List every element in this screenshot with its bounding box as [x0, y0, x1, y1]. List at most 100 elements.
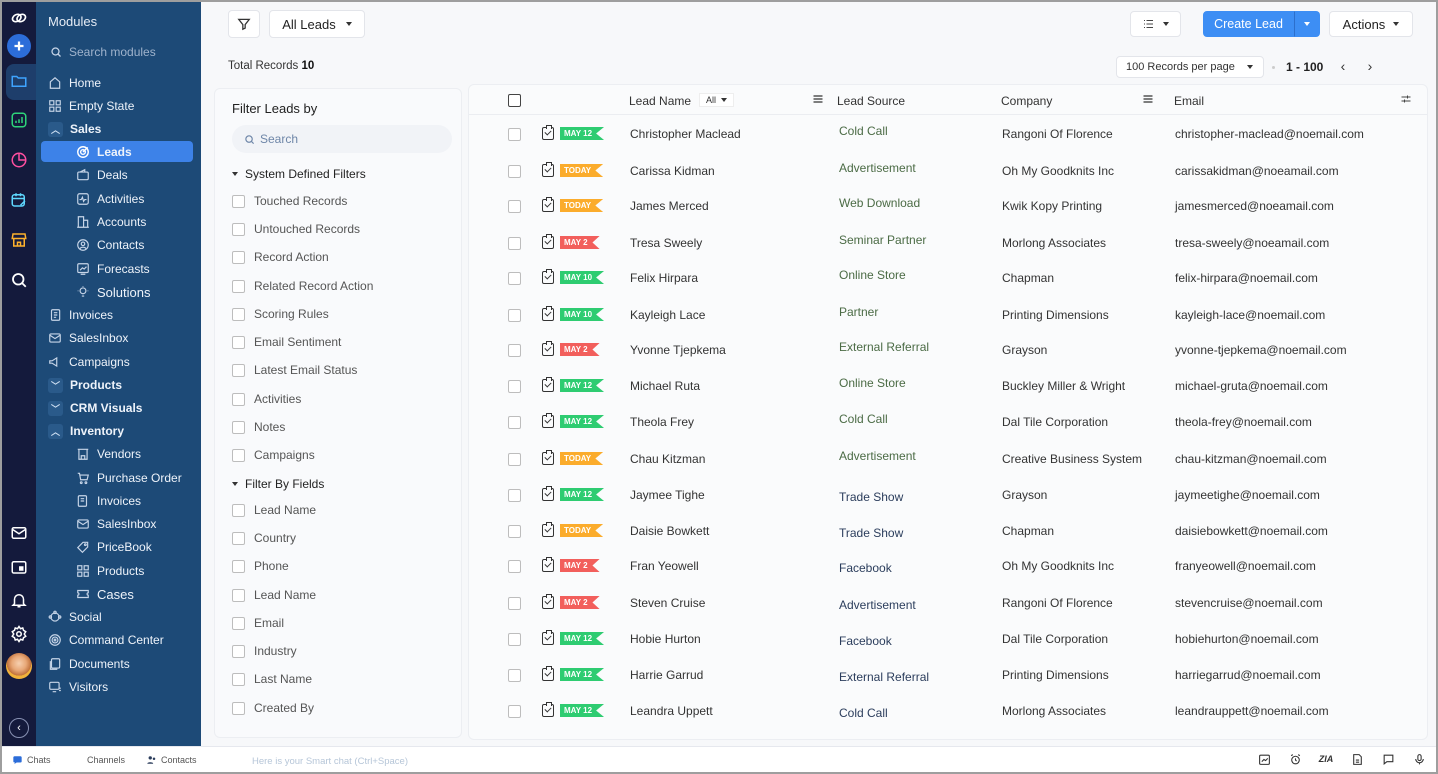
sidebar-item-documents[interactable]: Documents	[48, 654, 130, 674]
contacts-tab[interactable]: Contacts	[146, 755, 197, 765]
filter-latest-email-status[interactable]: Latest Email Status	[232, 363, 357, 377]
sidebar-item-vendors[interactable]: Vendors	[76, 444, 141, 464]
lead-name-link[interactable]: Chau Kitzman	[630, 452, 706, 466]
table-row[interactable]: TODAY James Merced Web Download Kwik Kopy P…	[469, 189, 1427, 225]
row-checkbox[interactable]	[508, 309, 521, 322]
column-lead-source[interactable]: Lead Source	[837, 94, 906, 108]
email-cell[interactable]: theola-frey@noemail.com	[1175, 415, 1312, 429]
filter-field-country[interactable]: Country	[232, 531, 296, 545]
chats-tab[interactable]: Chats	[12, 755, 51, 765]
task-clipboard-icon[interactable]	[542, 413, 554, 428]
task-clipboard-icon[interactable]	[542, 630, 554, 645]
filter-activities[interactable]: Activities	[232, 392, 301, 406]
filter-touched-records[interactable]: Touched Records	[232, 194, 347, 208]
filter-field-email[interactable]: Email	[232, 616, 284, 630]
pie-chart-icon[interactable]	[7, 148, 31, 172]
checkbox[interactable]	[232, 222, 245, 236]
row-checkbox[interactable]	[508, 200, 521, 213]
lead-name-link[interactable]: Daisie Bowkett	[630, 524, 710, 538]
column-lead-name[interactable]: Lead Name	[629, 94, 692, 108]
lead-name-link[interactable]: Hobie Hurton	[630, 632, 701, 646]
column-email[interactable]: Email	[1174, 94, 1205, 108]
filter-field-last-name[interactable]: Last Name	[232, 672, 312, 686]
column-menu-icon[interactable]	[812, 93, 824, 105]
filter-scoring-rules[interactable]: Scoring Rules	[232, 307, 329, 321]
sidebar-item-pricebook[interactable]: PriceBook	[76, 537, 152, 557]
row-checkbox[interactable]	[508, 165, 521, 178]
sidebar-group-inventory[interactable]: ︿ Inventory	[48, 421, 124, 441]
task-clipboard-icon[interactable]	[542, 306, 554, 321]
sidebar-item-solutions[interactable]: Solutions	[76, 282, 150, 302]
create-lead-button[interactable]: Create Lead	[1203, 11, 1294, 37]
plus-icon[interactable]	[7, 34, 31, 58]
checkbox[interactable]	[232, 363, 245, 377]
email-cell[interactable]: christopher-maclead@noemail.com	[1175, 127, 1364, 141]
table-row[interactable]: MAY 10 Kayleigh Lace Partner Printing Dimen…	[469, 298, 1427, 334]
previous-page-button[interactable]: ‹	[1340, 58, 1346, 74]
bell-icon[interactable]	[7, 588, 31, 612]
checkbox[interactable]	[232, 559, 245, 573]
row-checkbox[interactable]	[508, 489, 521, 502]
note-icon[interactable]	[1350, 752, 1364, 766]
email-cell[interactable]: stevencruise@noemail.com	[1175, 596, 1323, 610]
lead-name-link[interactable]: Harrie Garrud	[630, 668, 704, 682]
lead-name-link[interactable]: Christopher Maclead	[630, 127, 741, 141]
task-clipboard-icon[interactable]	[542, 450, 554, 465]
records-per-page-dropdown[interactable]: 100 Records per page	[1116, 56, 1264, 78]
calendar-icon[interactable]	[7, 555, 31, 579]
checkbox[interactable]	[232, 531, 245, 545]
email-cell[interactable]: yvonne-tjepkema@noemail.com	[1175, 343, 1347, 357]
lead-name-link[interactable]: Yvonne Tjepkema	[630, 343, 726, 357]
sidebar-item-inventory-salesinbox[interactable]: SalesInbox	[76, 514, 156, 534]
task-clipboard-icon[interactable]	[542, 234, 554, 249]
table-row[interactable]: MAY 2 Tresa Sweely Seminar Partner Morlong …	[469, 226, 1427, 262]
sidebar-group-products[interactable]: ﹀ Products	[48, 375, 122, 395]
row-checkbox[interactable]	[508, 380, 521, 393]
table-row[interactable]: TODAY Daisie Bowkett Trade Show Chapman dais…	[469, 514, 1427, 550]
lead-name-link[interactable]: Jaymee Tighe	[630, 488, 705, 502]
search-modules-input[interactable]: Search modules	[50, 45, 156, 59]
table-row[interactable]: MAY 12 Theola Frey Cold Call Dal Tile Corpo…	[469, 405, 1427, 441]
row-checkbox[interactable]	[508, 633, 521, 646]
email-cell[interactable]: franyeowell@noemail.com	[1175, 559, 1316, 573]
sidebar-item-social[interactable]: Social	[48, 607, 102, 627]
sidebar-item-empty-state[interactable]: Empty State	[48, 96, 134, 116]
lead-name-link[interactable]: Steven Cruise	[630, 596, 706, 610]
filter-search-input[interactable]: Search	[232, 125, 452, 153]
checkbox[interactable]	[232, 420, 245, 434]
checkbox[interactable]	[232, 335, 245, 349]
task-clipboard-icon[interactable]	[542, 162, 554, 177]
sidebar-item-leads[interactable]: Leads	[76, 142, 132, 162]
email-cell[interactable]: harriegarrud@noemail.com	[1175, 668, 1321, 682]
task-clipboard-icon[interactable]	[542, 666, 554, 681]
table-row[interactable]: MAY 2 Yvonne Tjepkema External Referral Gra…	[469, 333, 1427, 369]
lead-name-link[interactable]: Fran Yeowell	[630, 559, 699, 573]
task-clipboard-icon[interactable]	[542, 594, 554, 609]
search-zoom-icon[interactable]	[7, 268, 31, 292]
email-cell[interactable]: tresa-sweely@noeamail.com	[1175, 236, 1330, 250]
email-cell[interactable]: jaymeetighe@noemail.com	[1175, 488, 1320, 502]
create-lead-options-button[interactable]	[1294, 11, 1320, 37]
checkbox[interactable]	[232, 279, 245, 293]
row-checkbox[interactable]	[508, 344, 521, 357]
filter-related-record-action[interactable]: Related Record Action	[232, 279, 373, 293]
actions-dropdown[interactable]: Actions	[1329, 11, 1413, 37]
email-cell[interactable]: michael-gruta@noemail.com	[1175, 379, 1328, 393]
table-row[interactable]: MAY 12 Michael Ruta Online Store Buckley Mi…	[469, 369, 1427, 405]
filter-field-phone[interactable]: Phone	[232, 559, 289, 573]
lead-name-link[interactable]: Leandra Uppett	[630, 704, 713, 718]
sidebar-item-command-center[interactable]: Command Center	[48, 630, 164, 650]
column-menu-icon[interactable]	[1142, 93, 1154, 105]
email-cell[interactable]: kayleigh-lace@noemail.com	[1175, 308, 1326, 322]
task-clipboard-icon[interactable]	[542, 486, 554, 501]
view-selector-dropdown[interactable]: All Leads	[269, 10, 365, 38]
checkbox[interactable]	[232, 588, 245, 602]
comment-icon[interactable]	[1381, 752, 1395, 766]
task-clipboard-icon[interactable]	[542, 702, 554, 717]
email-cell[interactable]: jamesmerced@noeamail.com	[1175, 199, 1334, 213]
table-row[interactable]: TODAY Carissa Kidman Advertisement Oh My Go…	[469, 154, 1427, 190]
checkbox[interactable]	[232, 194, 245, 208]
calendar-edit-icon[interactable]	[7, 188, 31, 212]
sidebar-item-activities[interactable]: Activities	[76, 189, 144, 209]
table-row[interactable]: MAY 12 Christopher Maclead Cold Call Rangon…	[469, 117, 1427, 153]
